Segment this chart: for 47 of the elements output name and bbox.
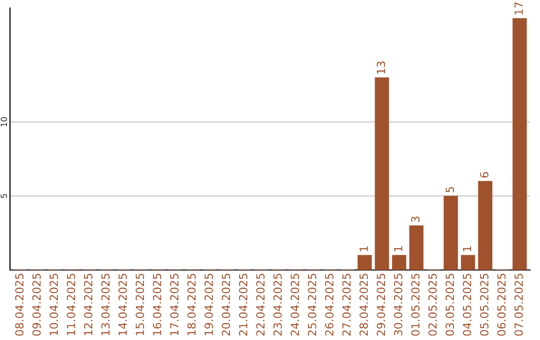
x-tick-label: 03.05.2025	[446, 274, 454, 336]
x-tick-label: 07.05.2025	[514, 274, 523, 336]
x-tick-label: 08.04.2025	[15, 274, 24, 336]
x-tick-label: 05.05.2025	[480, 274, 488, 336]
bar	[478, 180, 492, 270]
x-tick-label: 14.04.2025	[118, 274, 127, 336]
x-tick-label: 11.04.2025	[66, 274, 76, 336]
data-label: 6	[480, 172, 488, 178]
x-tick-label: 28.04.2025	[360, 274, 368, 336]
bar	[409, 225, 424, 270]
x-tick-label: 15.04.2025	[136, 274, 144, 336]
data-label: 3	[411, 216, 420, 222]
data-label: 1	[462, 246, 472, 252]
x-tick-label: 22.04.2025	[256, 274, 265, 336]
x-tick-label: 24.04.2025	[290, 274, 300, 336]
x-tick-label: 13.04.2025	[101, 274, 110, 336]
x-tick-label: 17.04.2025	[170, 274, 179, 336]
x-tick-label: 30.04.2025	[394, 274, 402, 336]
bar	[460, 254, 476, 270]
x-tick-label: 01.05.2025	[411, 274, 420, 336]
data-label: 5	[446, 187, 454, 192]
x-tick-label: 12.04.2025	[84, 274, 92, 336]
x-tick-label: 18.04.2025	[187, 274, 196, 336]
bar	[392, 254, 406, 270]
bar	[374, 77, 390, 270]
data-label: 17	[514, 2, 523, 14]
x-tick-label: 06.05.2025	[497, 274, 506, 336]
x-tick-label: 21.04.2025	[238, 274, 248, 336]
x-tick-label: 25.04.2025	[308, 274, 316, 336]
x-tick-label: 10.04.2025	[50, 274, 58, 336]
x-tick-label: 04.05.2025	[462, 274, 472, 336]
x-tick-label: 16.04.2025	[152, 274, 162, 336]
bar	[444, 196, 458, 270]
data-label: 13	[376, 62, 386, 74]
bar	[358, 254, 372, 270]
x-tick-label: 29.04.2025	[376, 274, 386, 336]
x-tick-label: 26.04.2025	[325, 274, 334, 336]
data-label: 1	[360, 246, 368, 252]
x-tick-label: 02.05.2025	[428, 274, 437, 336]
data-label: 1	[394, 246, 402, 252]
x-tick-label: 19.04.2025	[204, 274, 213, 336]
bar	[512, 18, 527, 270]
x-tick-label: 09.04.2025	[32, 274, 41, 336]
x-tick-label: 27.04.2025	[342, 274, 351, 336]
x-tick-label: 20.04.2025	[222, 274, 230, 336]
x-tick-label: 23.04.2025	[273, 274, 282, 336]
y-tick-label: 10	[0, 117, 7, 126]
